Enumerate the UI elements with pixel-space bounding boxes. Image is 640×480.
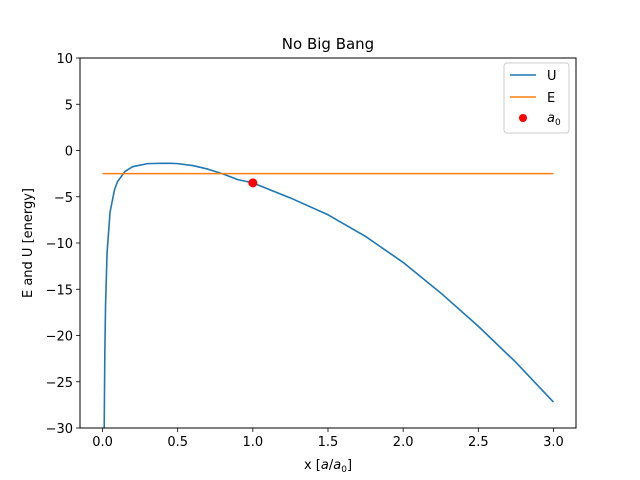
- legend-label-a0: a0: [547, 111, 561, 128]
- x-tick-label: 0.0: [92, 435, 113, 450]
- x-tick-label: 0.5: [167, 435, 188, 450]
- x-axis-label-a: a: [321, 458, 329, 473]
- series-line-u: [103, 162, 555, 429]
- x-axis: 0.0 0.5 1.0 1.5 2.0 2.5 3.0: [92, 428, 564, 450]
- x-axis-label: x [a/a0]: [304, 458, 352, 475]
- plot-area: [79, 57, 577, 429]
- y-tick-label: −15: [46, 283, 73, 298]
- y-tick-label: −30: [46, 422, 73, 437]
- y-tick-label: 0: [65, 145, 73, 160]
- legend-label-a0-sub: 0: [555, 118, 561, 128]
- x-tick-label: 2.5: [468, 435, 489, 450]
- y-axis-label: E and U [energy]: [21, 188, 36, 298]
- legend-label-e: E: [547, 91, 555, 106]
- y-tick-label: 5: [65, 98, 73, 113]
- x-tick-label: 1.0: [243, 435, 264, 450]
- x-tick-label: 3.0: [543, 435, 564, 450]
- legend-label-a0-main: a: [547, 111, 555, 126]
- x-axis-label-sub: 0: [341, 465, 347, 475]
- y-tick-label: −20: [46, 330, 73, 345]
- chart-title: No Big Bang: [282, 35, 374, 53]
- y-tick-label: −10: [46, 237, 73, 252]
- legend: U E a0: [503, 62, 570, 134]
- x-axis-label-a0: a: [333, 458, 341, 473]
- x-axis-label-suffix: ]: [347, 458, 352, 473]
- y-tick-label: −5: [54, 191, 73, 206]
- legend-label-u: U: [547, 69, 557, 84]
- plot-background: [80, 58, 576, 428]
- x-axis-label-prefix: x [: [304, 458, 321, 473]
- y-tick-label: 10: [56, 52, 73, 67]
- data-point-a0: [248, 178, 258, 188]
- x-tick-label: 2.0: [393, 435, 414, 450]
- y-tick-label: −25: [46, 376, 73, 391]
- x-axis-label-slash: /: [329, 458, 334, 473]
- y-axis: 10 5 0 −5 −10 −15 −20 −25 −30: [46, 52, 80, 437]
- series-layer: [102, 162, 555, 429]
- x-tick-label: 1.5: [318, 435, 339, 450]
- legend-swatch-a0: [519, 114, 527, 122]
